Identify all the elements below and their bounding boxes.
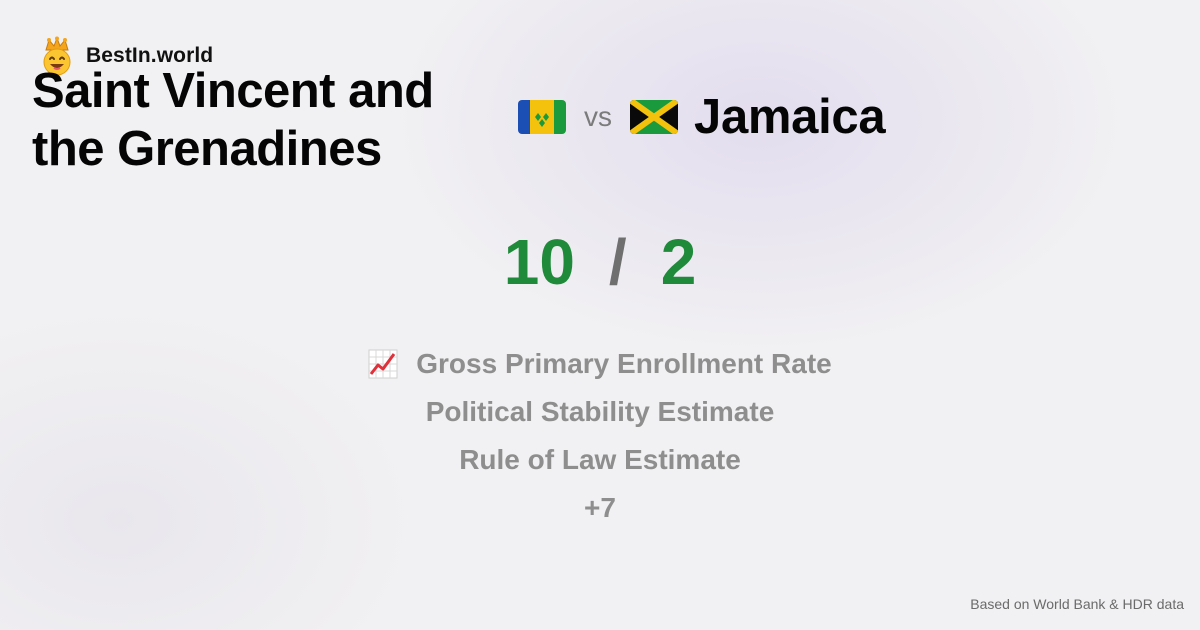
brand-name: BestIn.world	[86, 44, 214, 67]
vs-label: vs	[584, 101, 612, 132]
score-display: 10 / 2	[0, 222, 1200, 302]
saint-vincent-flag-icon	[518, 100, 566, 134]
comparison-header: vs Jamaica	[518, 90, 886, 144]
brand-logo[interactable]: BestIn.world	[38, 36, 213, 76]
crowned-smiley-icon	[43, 36, 71, 76]
metric-label: +7	[584, 492, 616, 523]
right-score: 2	[660, 226, 697, 298]
metric-label: Political Stability Estimate	[425, 396, 775, 427]
metric-label: Gross Primary Enrollment Rate	[416, 348, 832, 379]
metrics-list: Gross Primary Enrollment Rate Political …	[0, 340, 1200, 532]
metric-item: Gross Primary Enrollment Rate	[368, 340, 832, 388]
metric-item: Rule of Law Estimate	[459, 436, 741, 484]
score-separator: /	[608, 226, 627, 298]
metric-label: Rule of Law Estimate	[459, 444, 741, 475]
right-country-name: Jamaica	[694, 90, 886, 144]
chart-increasing-icon	[368, 349, 398, 379]
data-source-note: Based on World Bank & HDR data	[970, 596, 1184, 612]
metric-item: Political Stability Estimate	[426, 388, 775, 436]
jamaica-flag-icon	[630, 100, 678, 134]
left-country-name: Saint Vincent and the Grenadines	[32, 64, 434, 176]
left-score: 10	[503, 226, 575, 298]
more-metrics-count[interactable]: +7	[584, 484, 616, 532]
